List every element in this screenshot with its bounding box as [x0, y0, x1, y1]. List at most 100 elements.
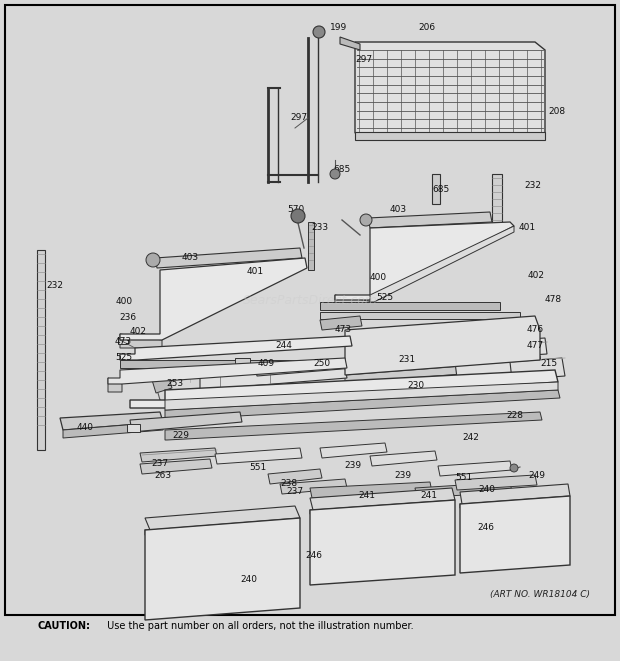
Circle shape — [313, 26, 325, 38]
Bar — [120, 360, 350, 368]
Polygon shape — [268, 469, 322, 484]
Text: (ART NO. WR18104 C): (ART NO. WR18104 C) — [490, 590, 590, 598]
Text: 215: 215 — [540, 360, 557, 368]
Bar — [355, 132, 545, 140]
Bar — [37, 250, 45, 450]
Polygon shape — [335, 222, 514, 300]
Circle shape — [330, 169, 340, 179]
Text: 241: 241 — [420, 492, 437, 500]
Text: 246: 246 — [305, 551, 322, 561]
Text: 238: 238 — [280, 479, 297, 488]
Text: 685: 685 — [432, 186, 450, 194]
Polygon shape — [355, 352, 422, 366]
Polygon shape — [335, 295, 374, 306]
Circle shape — [146, 253, 160, 267]
Text: 239: 239 — [394, 471, 411, 481]
Text: 253: 253 — [166, 379, 183, 389]
Polygon shape — [310, 500, 452, 514]
Text: 250: 250 — [313, 358, 330, 368]
Polygon shape — [60, 412, 163, 430]
Polygon shape — [120, 334, 162, 348]
Polygon shape — [320, 316, 362, 330]
Polygon shape — [145, 506, 300, 530]
Text: 525: 525 — [115, 354, 132, 362]
Polygon shape — [455, 475, 537, 490]
Polygon shape — [368, 212, 492, 228]
Text: 551: 551 — [455, 473, 472, 483]
Text: 240: 240 — [240, 576, 257, 584]
Text: 237: 237 — [286, 488, 303, 496]
Text: 199: 199 — [330, 24, 347, 32]
Text: 685: 685 — [333, 165, 350, 175]
Text: 239: 239 — [344, 461, 361, 471]
Polygon shape — [130, 370, 558, 408]
Text: 249: 249 — [528, 471, 545, 481]
Text: 570: 570 — [287, 206, 304, 215]
Bar — [235, 358, 250, 370]
Bar — [325, 514, 435, 569]
Text: 401: 401 — [519, 223, 536, 233]
Text: 440: 440 — [77, 424, 94, 432]
Bar — [492, 174, 502, 234]
Text: 231: 231 — [398, 356, 415, 364]
Text: 473: 473 — [115, 338, 132, 346]
Polygon shape — [165, 390, 560, 420]
Polygon shape — [108, 358, 347, 384]
Text: 208: 208 — [548, 108, 565, 116]
Polygon shape — [215, 448, 302, 464]
Polygon shape — [370, 226, 514, 302]
Circle shape — [360, 214, 372, 226]
Text: 297: 297 — [355, 56, 372, 65]
Circle shape — [510, 464, 518, 472]
Text: 297: 297 — [290, 114, 307, 122]
Polygon shape — [255, 356, 402, 376]
Text: 402: 402 — [130, 327, 147, 336]
Polygon shape — [200, 362, 347, 390]
Text: 402: 402 — [528, 272, 545, 280]
Text: 206: 206 — [418, 24, 435, 32]
Text: 236: 236 — [119, 313, 136, 323]
Bar — [320, 302, 500, 310]
Text: 228: 228 — [506, 410, 523, 420]
Polygon shape — [355, 42, 545, 133]
Bar — [432, 174, 440, 204]
Text: 263: 263 — [154, 471, 171, 481]
Polygon shape — [145, 518, 295, 535]
Text: 478: 478 — [545, 295, 562, 305]
Text: 400: 400 — [370, 274, 387, 282]
Text: 233: 233 — [311, 223, 328, 233]
Text: 237: 237 — [151, 459, 168, 467]
Polygon shape — [145, 518, 300, 620]
Text: 403: 403 — [390, 206, 407, 215]
Text: 476: 476 — [527, 325, 544, 334]
Polygon shape — [340, 37, 360, 50]
Text: 477: 477 — [527, 342, 544, 350]
Text: 246: 246 — [477, 524, 494, 533]
Polygon shape — [118, 338, 128, 344]
Polygon shape — [460, 484, 570, 504]
Text: 240: 240 — [478, 485, 495, 494]
Circle shape — [291, 209, 305, 223]
Text: 409: 409 — [258, 358, 275, 368]
Text: 230: 230 — [407, 381, 424, 389]
Polygon shape — [155, 248, 302, 268]
Polygon shape — [345, 360, 540, 383]
Text: 232: 232 — [524, 182, 541, 190]
Polygon shape — [310, 500, 455, 585]
Text: 473: 473 — [335, 325, 352, 334]
Polygon shape — [165, 412, 542, 440]
Polygon shape — [165, 382, 558, 410]
Polygon shape — [370, 451, 437, 466]
Polygon shape — [108, 378, 122, 392]
Text: 229: 229 — [172, 432, 189, 440]
Text: 232: 232 — [46, 282, 63, 290]
Bar — [308, 222, 314, 270]
Text: 525: 525 — [376, 293, 393, 303]
Polygon shape — [450, 338, 547, 360]
Polygon shape — [320, 443, 387, 458]
Polygon shape — [140, 459, 212, 474]
Polygon shape — [345, 316, 540, 375]
Polygon shape — [152, 375, 172, 393]
Polygon shape — [460, 496, 568, 508]
Polygon shape — [63, 422, 163, 438]
